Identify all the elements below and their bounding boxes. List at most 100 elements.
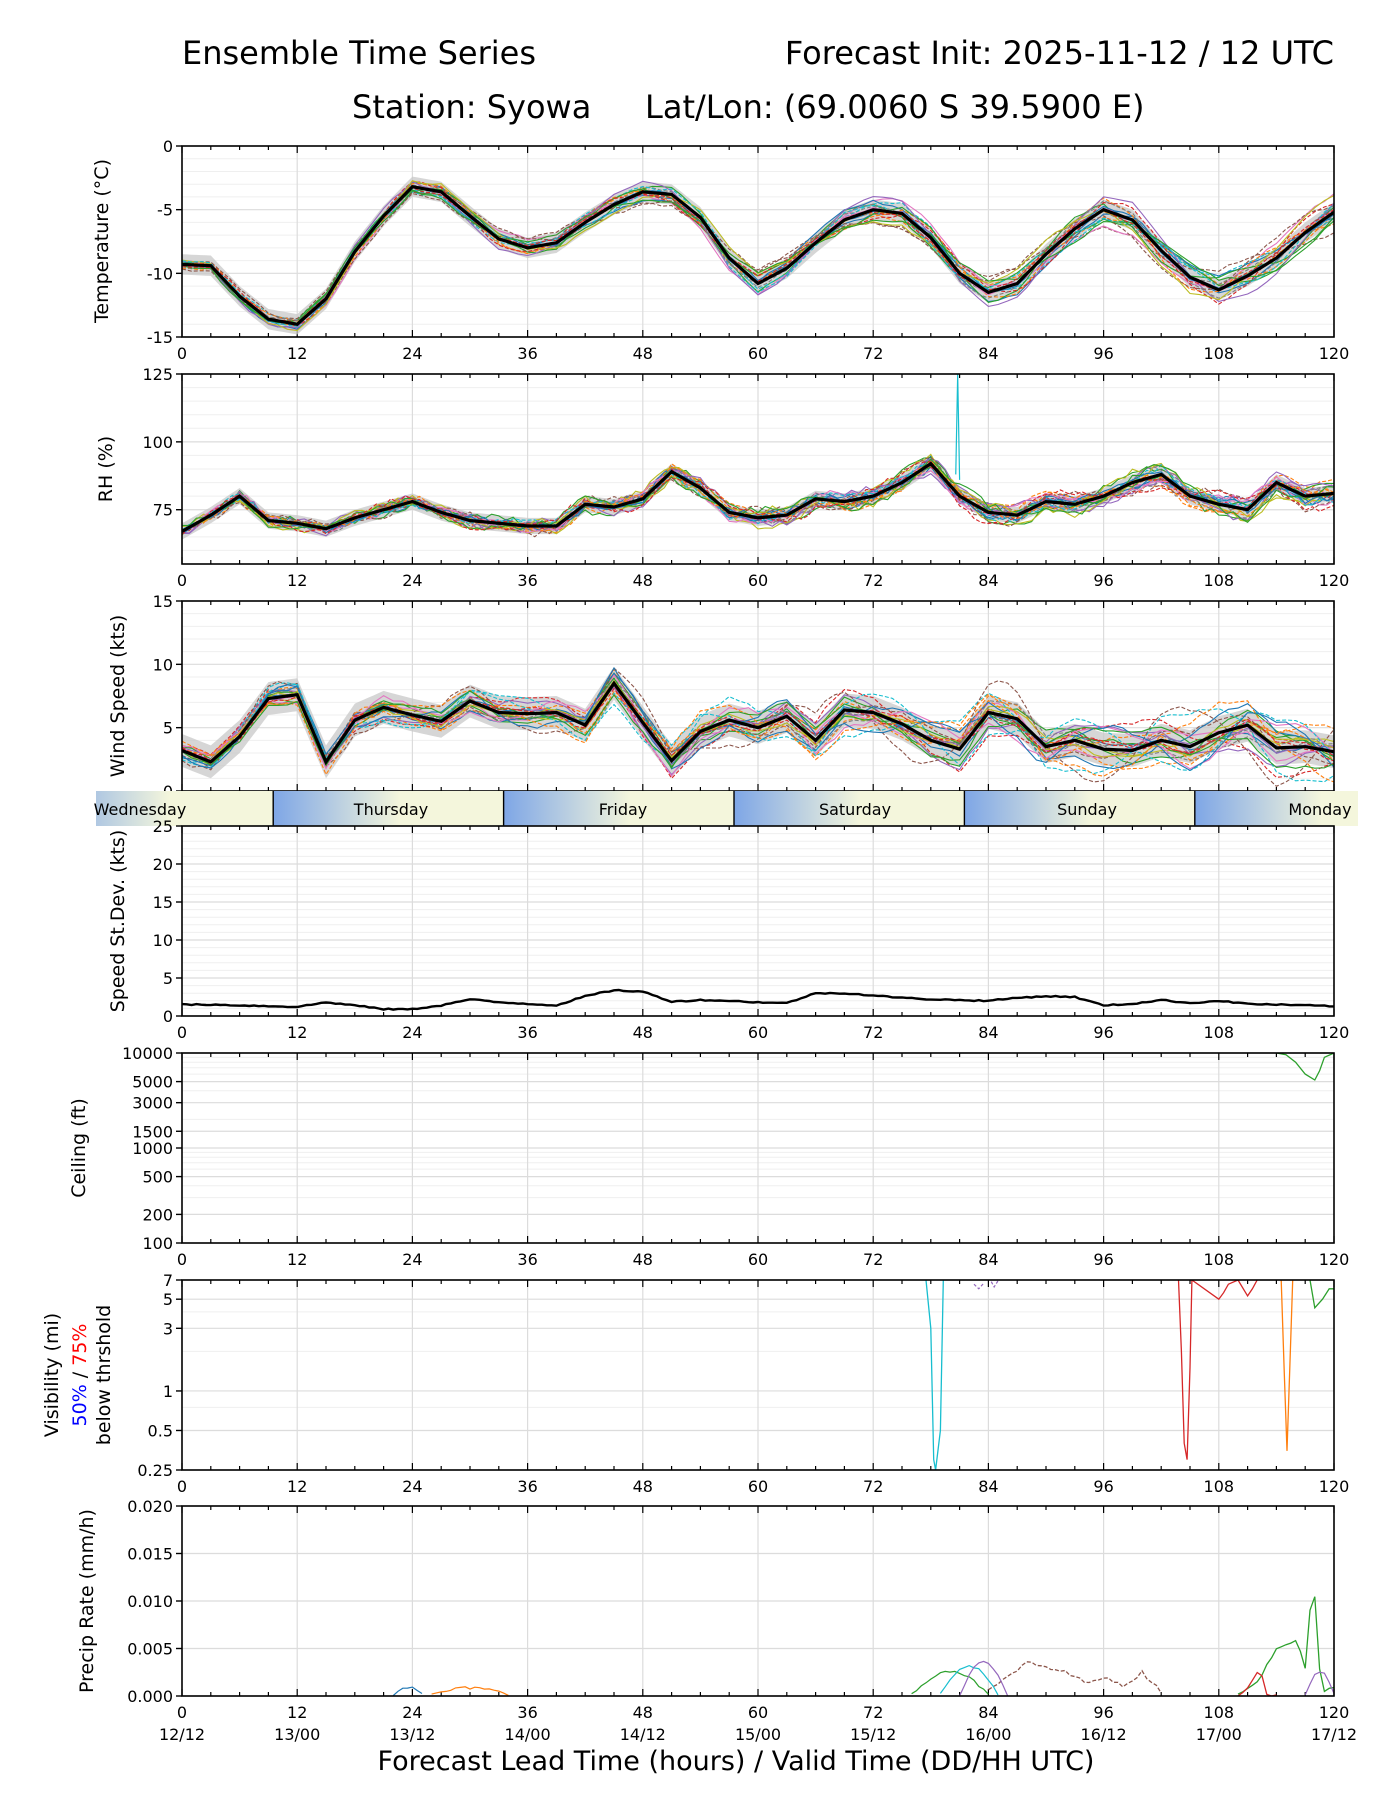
valid-time-label: 15/00 xyxy=(735,1725,781,1744)
temperature-plot-area xyxy=(182,176,1334,335)
precip-xtick-label: 24 xyxy=(402,1703,422,1722)
visibility-ytick-label: 0.5 xyxy=(148,1421,173,1440)
valid-time-label: 13/12 xyxy=(389,1725,435,1744)
ceiling-ytick-label: 10000 xyxy=(122,1044,173,1063)
rh-xtick-label: 96 xyxy=(1093,571,1113,590)
rh-xtick-label: 108 xyxy=(1204,571,1235,590)
rh-ytick-label: 75 xyxy=(153,501,173,520)
rh-ytick-label: 100 xyxy=(142,433,173,452)
temperature-ytick-label: -10 xyxy=(147,264,173,283)
visibility-member-line xyxy=(1280,1280,1294,1451)
precip-member-line xyxy=(431,1686,509,1696)
precip-ytick-label: 0.015 xyxy=(127,1545,173,1564)
day-label: Wednesday xyxy=(94,800,187,819)
stdev-xtick-label: 0 xyxy=(177,1023,187,1042)
temperature-xtick-label: 120 xyxy=(1319,344,1350,363)
rh-member-line xyxy=(182,459,1334,533)
ceiling-xtick-label: 0 xyxy=(177,1250,187,1269)
visibility-member-line xyxy=(925,1280,944,1470)
visibility-member-line xyxy=(1177,1280,1258,1460)
ceiling-xtick-label: 36 xyxy=(517,1250,537,1269)
valid-time-label: 14/12 xyxy=(620,1725,666,1744)
wind-plot-area xyxy=(182,666,1334,787)
stdev-xtick-label: 84 xyxy=(978,1023,998,1042)
station-name: Station: Syowa xyxy=(352,88,591,126)
precip-ylabel: Precip Rate (mm/h) xyxy=(76,1509,98,1693)
stdev-plot-area xyxy=(182,988,1334,1011)
precip-ytick-label: 0.010 xyxy=(127,1592,173,1611)
precip-xtick-label: 12 xyxy=(287,1703,307,1722)
rh-xtick-label: 84 xyxy=(978,571,998,590)
valid-time-label: 13/00 xyxy=(274,1725,320,1744)
stdev-ytick-label: 25 xyxy=(153,817,173,836)
temperature-ytick-label: -5 xyxy=(157,201,173,220)
visibility-ylabel-line3: below thrshold xyxy=(93,1305,115,1445)
day-label: Friday xyxy=(599,800,648,819)
day-segment xyxy=(734,791,965,826)
temperature-ytick-label: 0 xyxy=(163,137,173,156)
stdev-line xyxy=(182,988,1334,1011)
visibility-xtick-label: 72 xyxy=(863,1477,883,1496)
temperature-panel: 0-5-10-150 12 24 36 48 60 72 84 96 108 120 xyxy=(147,137,1349,363)
chart-title: Ensemble Time Series xyxy=(182,34,536,72)
precip-plot-area xyxy=(392,1596,1334,1696)
temperature-xtick-label: 24 xyxy=(402,344,422,363)
temperature-ylabel: Temperature (°C) xyxy=(91,159,113,324)
station-latlon: Lat/Lon: (69.0060 S 39.5900 E) xyxy=(645,88,1145,126)
wind-member-line xyxy=(182,667,1334,772)
ceiling-ytick-label: 1000 xyxy=(132,1139,173,1158)
precip-ytick-label: 0.000 xyxy=(127,1687,173,1706)
stdev-xtick-label: 12 xyxy=(287,1023,307,1042)
wind-member-line xyxy=(182,689,1334,783)
day-segment xyxy=(503,791,734,826)
precip-member-line xyxy=(1237,1671,1277,1696)
visibility-xtick-label: 24 xyxy=(402,1477,422,1496)
visibility-xtick-label: 84 xyxy=(978,1477,998,1496)
day-segment xyxy=(1194,791,1358,826)
wind-member-line xyxy=(182,681,1334,777)
temperature-xtick-label: 72 xyxy=(863,344,883,363)
ceiling-ytick-label: 200 xyxy=(142,1205,173,1224)
rh-xtick-label: 24 xyxy=(402,571,422,590)
ceiling-xtick-label: 12 xyxy=(287,1250,307,1269)
ceiling-ytick-label: 5000 xyxy=(132,1073,173,1092)
temperature-xtick-label: 12 xyxy=(287,344,307,363)
visibility-plot-area xyxy=(925,1280,1334,1470)
day-segment xyxy=(96,791,274,826)
visibility-ylabel: Visibility (mi) 50% / 75% below thrshold xyxy=(41,1305,115,1445)
stdev-ytick-label: 10 xyxy=(153,931,173,950)
temperature-mean-line xyxy=(182,184,1334,327)
temperature-xtick-label: 108 xyxy=(1204,344,1235,363)
temperature-xtick-label: 96 xyxy=(1093,344,1113,363)
temperature-xtick-label: 36 xyxy=(517,344,537,363)
stdev-xtick-label: 72 xyxy=(863,1023,883,1042)
ceiling-xtick-label: 72 xyxy=(863,1250,883,1269)
ceiling-xtick-label: 84 xyxy=(978,1250,998,1269)
wind-ytick-label: 5 xyxy=(163,719,173,738)
visibility-ytick-label: 0.25 xyxy=(137,1461,173,1480)
stdev-xtick-label: 36 xyxy=(517,1023,537,1042)
precip-xtick-label: 72 xyxy=(863,1703,883,1722)
visibility-xtick-label: 120 xyxy=(1319,1477,1350,1496)
visibility-ytick-label: 7 xyxy=(163,1271,173,1290)
temperature-member-line xyxy=(182,189,1334,321)
temperature-member-line xyxy=(182,180,1334,329)
day-segment xyxy=(964,791,1195,826)
x-axis-label: Forecast Lead Time (hours) / Valid Time … xyxy=(378,1746,1095,1777)
precip-member-line xyxy=(1304,1671,1334,1696)
rh-member-line xyxy=(182,458,1334,531)
precip-ytick-label: 0.020 xyxy=(127,1497,173,1516)
rh-ylabel: RH (%) xyxy=(95,436,117,502)
stdev-ytick-label: 5 xyxy=(163,969,173,988)
precip-xtick-label: 0 xyxy=(177,1703,187,1722)
valid-time-label: 17/00 xyxy=(1196,1725,1242,1744)
precip-member-line xyxy=(392,1686,423,1696)
ceiling-xtick-label: 120 xyxy=(1319,1250,1350,1269)
visibility-xtick-label: 108 xyxy=(1204,1477,1235,1496)
rh-plot-area xyxy=(182,374,1334,540)
temperature-xtick-label: 60 xyxy=(748,344,768,363)
day-bar: Wednesday Thursday Friday Saturday Sunday Mon… xyxy=(94,791,1358,826)
